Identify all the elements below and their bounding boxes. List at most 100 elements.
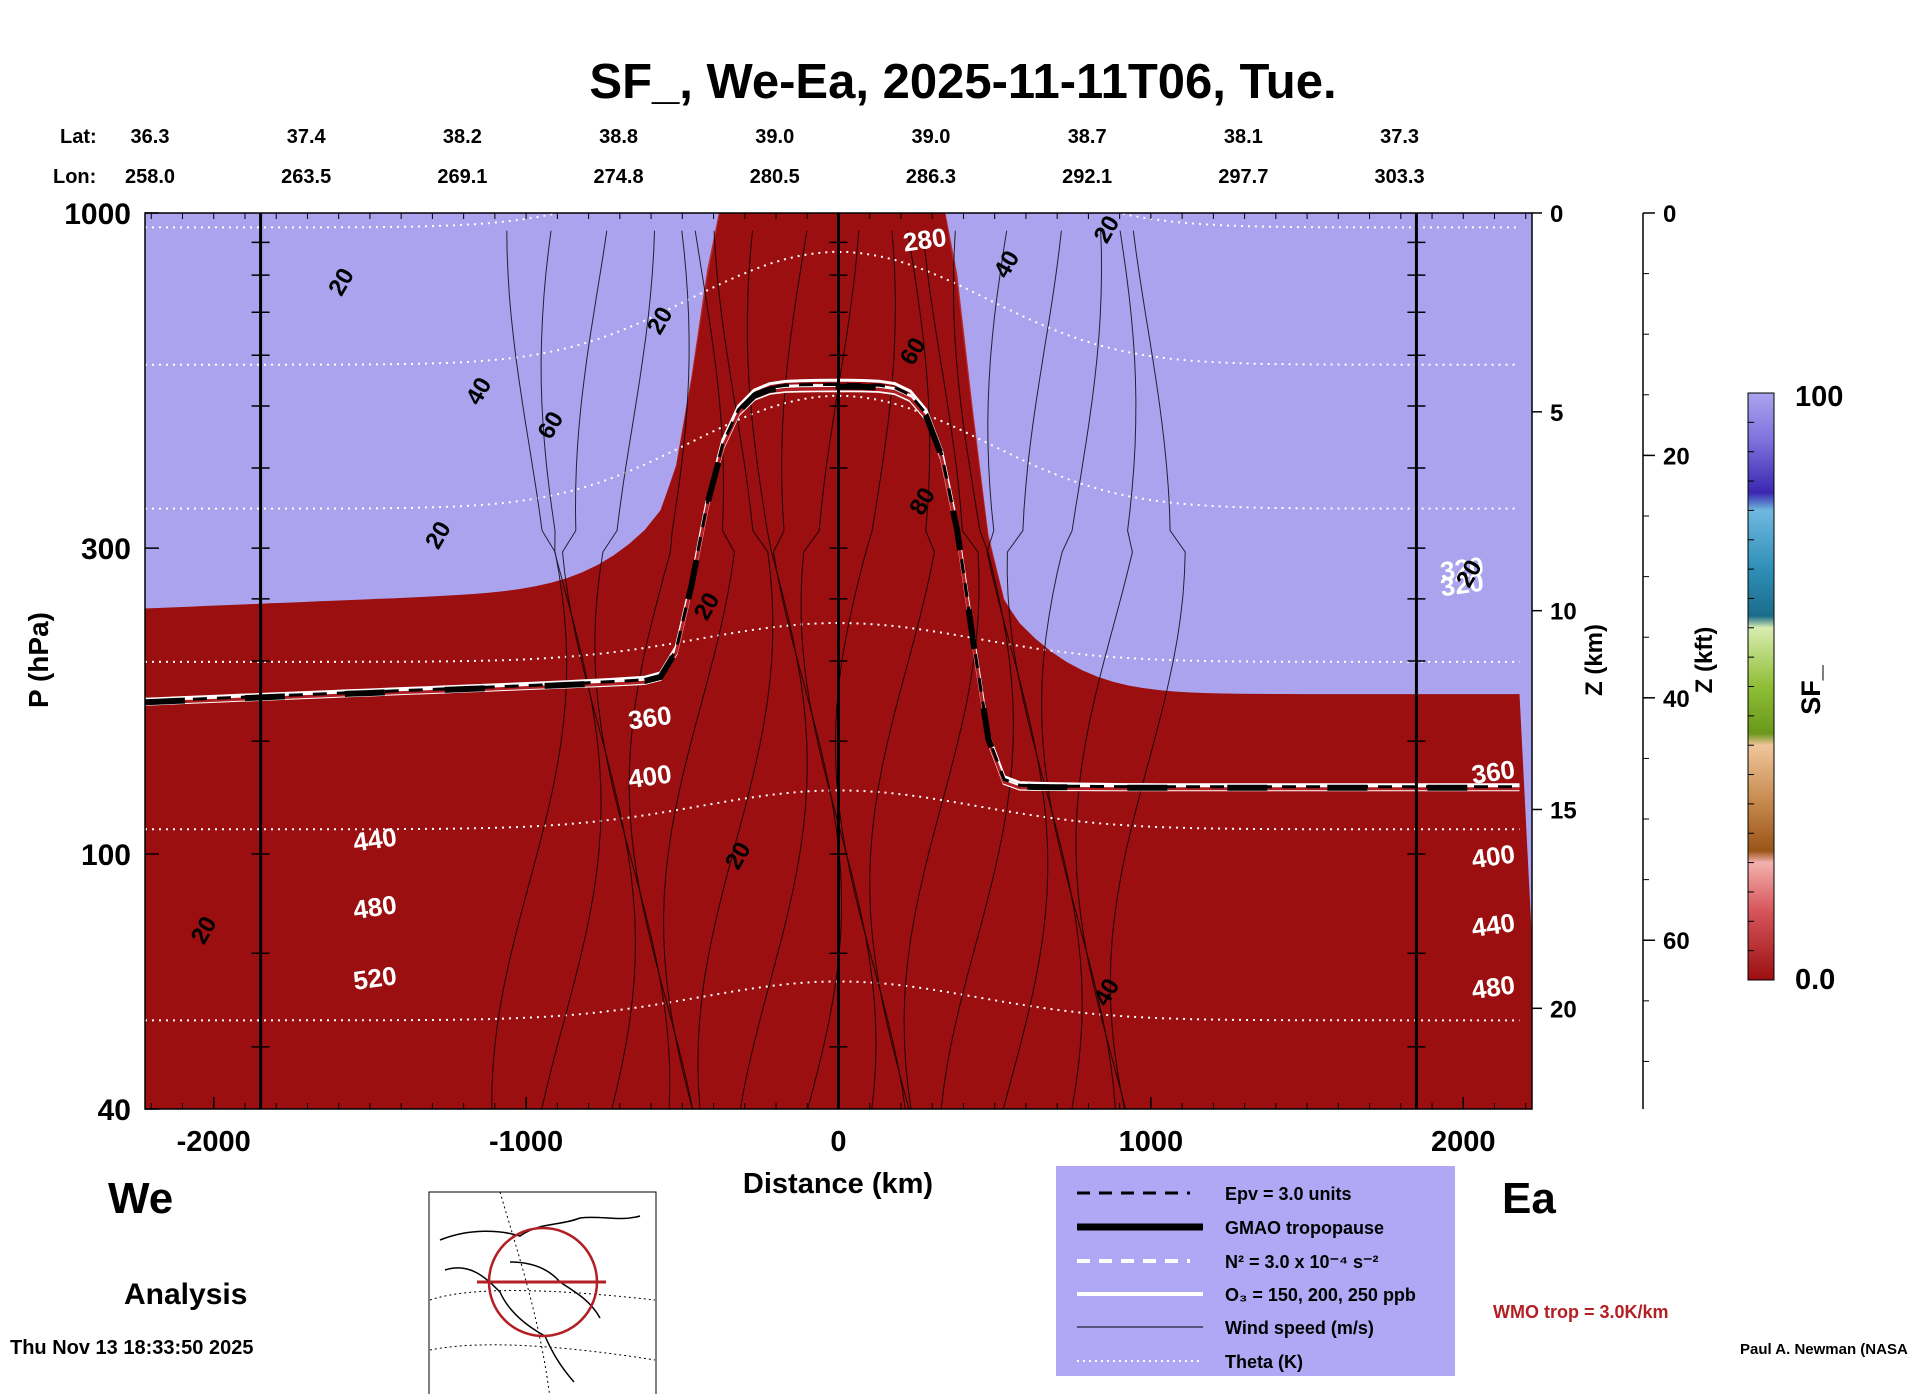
- legend-box: Epv = 3.0 units GMAO tropopause N² = 3.0…: [1056, 1166, 1455, 1376]
- lat-lon-row: 36.3 258.0 37.4 263.5 38.2 269.1 38.8 274.8 39.0…: [125, 126, 1425, 188]
- theta-line-400: [145, 394, 1520, 510]
- y-tick-label: 100: [81, 839, 131, 872]
- lon-value: 292.1: [1062, 166, 1112, 188]
- tropopause-lines: [145, 383, 1520, 791]
- theta-label: 320: [1438, 567, 1485, 603]
- wind-contour: [1041, 230, 1116, 1109]
- lon-value: 303.3: [1375, 166, 1425, 188]
- wind-contour: [628, 230, 694, 1109]
- colorbar-ticks: [1748, 392, 1754, 981]
- wind-contour: [903, 230, 980, 1109]
- lon-value: 286.3: [906, 166, 956, 188]
- wind-contour: [940, 230, 1014, 1109]
- wind-contour: [663, 230, 735, 1109]
- legend-item-ozone: O₃ = 150, 200, 250 ppb: [1225, 1285, 1416, 1305]
- axes: -2000 -1000 0 1000 2000 40 100 300 1000 0 5 10 15 20 0…: [64, 198, 1689, 1158]
- lat-value: 37.3: [1380, 126, 1419, 148]
- y-tick-label: 300: [81, 533, 131, 566]
- x-tick-label: 1000: [1119, 1126, 1184, 1158]
- theta-label: 440: [1470, 907, 1517, 943]
- colorbar-min-label: 0.0: [1795, 964, 1835, 996]
- theta-line-360: [145, 250, 1520, 366]
- legend-item-gmao: GMAO tropopause: [1225, 1218, 1384, 1238]
- lat-value: 38.8: [599, 126, 638, 148]
- lon-value: 274.8: [594, 166, 644, 188]
- z-km-tick-label: 15: [1550, 797, 1577, 824]
- theta-label: 440: [351, 822, 398, 858]
- theta-label: 360: [626, 700, 673, 736]
- locator-map: [428, 1191, 657, 1394]
- wind-contour: [491, 230, 568, 1109]
- lat-value: 39.0: [755, 126, 794, 148]
- x-axis-label: Distance (km): [743, 1168, 933, 1200]
- lat-value: 38.2: [443, 126, 482, 148]
- wind-contour: [1109, 230, 1186, 1109]
- right-direction-label: Ea: [1502, 1174, 1556, 1223]
- z-km-tick-label: 10: [1550, 599, 1577, 626]
- wind-contour: [1006, 230, 1083, 1109]
- lat-value: 38.1: [1224, 126, 1263, 148]
- theta-label: 400: [1470, 839, 1517, 875]
- left-direction-label: We: [108, 1174, 173, 1223]
- wind-contour: [800, 230, 877, 1109]
- colorbar-max-label: 100: [1795, 381, 1843, 413]
- x-tick-label: -2000: [177, 1126, 251, 1158]
- legend-item-wind: Wind speed (m/s): [1225, 1318, 1374, 1338]
- wmo-trop-label: WMO trop = 3.0K/km: [1493, 1302, 1669, 1322]
- theta-isentropes: [145, 213, 1520, 1022]
- lon-value: 258.0: [125, 166, 175, 188]
- wind-contour: [739, 230, 808, 1109]
- timestamp: Thu Nov 13 18:33:50 2025: [10, 1337, 253, 1359]
- theta-label: 480: [351, 889, 398, 925]
- y-axis-label: P (hPa): [23, 612, 54, 708]
- x-tick-label: 2000: [1431, 1126, 1496, 1158]
- z-kft-tick-label: 0: [1663, 201, 1676, 228]
- z-kft-axis-label: Z (kft): [1691, 627, 1718, 694]
- legend-item-theta: Theta (K): [1225, 1352, 1303, 1372]
- chart-title: SF_, We-Ea, 2025-11-11T06, Tue.: [589, 55, 1336, 109]
- theta-label: 400: [626, 758, 673, 794]
- wind-contour: [869, 230, 936, 1109]
- legend-item-n2: N² = 3.0 x 10⁻⁴ s⁻²: [1225, 1252, 1378, 1272]
- lon-value: 263.5: [281, 166, 331, 188]
- lat-value: 36.3: [131, 126, 170, 148]
- lat-value: 37.4: [287, 126, 327, 148]
- wind-contour: [540, 230, 602, 1109]
- legend-item-epv: Epv = 3.0 units: [1225, 1184, 1352, 1204]
- x-tick-label: -1000: [489, 1126, 563, 1158]
- z-kft-tick-label: 40: [1663, 686, 1690, 713]
- theta-line-320: [145, 213, 1520, 229]
- wind-contour: [594, 230, 671, 1109]
- credit: Paul A. Newman (NASA: [1740, 1341, 1908, 1358]
- lon-value: 280.5: [750, 166, 800, 188]
- y-tick-label: 40: [98, 1094, 131, 1127]
- wind-contour: [1075, 230, 1137, 1109]
- wind-contour: [561, 230, 636, 1109]
- z-kft-tick-label: 20: [1663, 443, 1690, 470]
- theta-label: 320: [1438, 551, 1485, 587]
- wind-contour: [697, 230, 774, 1109]
- lon-value: 297.7: [1218, 166, 1268, 188]
- lon-value: 269.1: [437, 166, 487, 188]
- lon-label: Lon:: [53, 166, 96, 188]
- theta-label: 520: [351, 960, 398, 996]
- lat-value: 38.7: [1068, 126, 1107, 148]
- z-km-tick-label: 5: [1550, 400, 1563, 427]
- z-kft-tick-label: 60: [1663, 928, 1690, 955]
- lat-label: Lat:: [60, 126, 97, 148]
- y-tick-label: 1000: [64, 198, 131, 231]
- theta-label: 480: [1470, 969, 1517, 1005]
- wind-contour: [834, 230, 906, 1109]
- x-tick-label: 0: [830, 1126, 846, 1158]
- analysis-label: Analysis: [124, 1278, 247, 1311]
- vertical-markers: [251, 213, 1426, 1109]
- z-km-tick-label: 0: [1550, 201, 1563, 228]
- lat-value: 39.0: [911, 126, 950, 148]
- colorbar-label: SF_: [1796, 664, 1826, 715]
- z-km-axis-label: Z (km): [1581, 624, 1608, 696]
- epv-line: [145, 383, 1520, 789]
- theta-label: 360: [1470, 754, 1517, 790]
- z-km-tick-label: 20: [1550, 996, 1577, 1023]
- theta-label: 280: [901, 222, 948, 258]
